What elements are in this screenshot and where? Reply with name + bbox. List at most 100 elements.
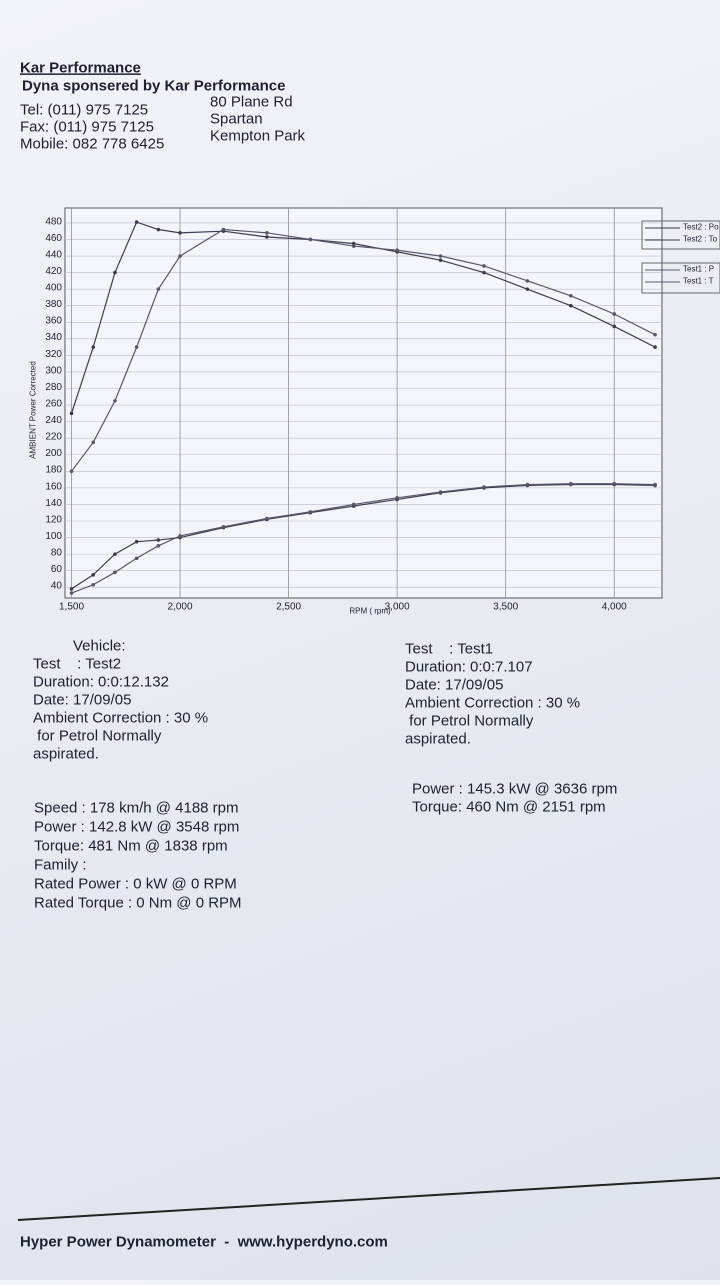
- x-tick-label: 1,500: [59, 601, 84, 612]
- test1-line: Ambient Correction : 30 %: [405, 694, 580, 711]
- y-tick-label: 160: [45, 481, 62, 492]
- y-tick-label: 360: [45, 316, 62, 327]
- vehicle-label: Vehicle:: [73, 637, 126, 654]
- data-point: [308, 510, 313, 514]
- data-point: [525, 287, 530, 291]
- data-point: [482, 485, 486, 489]
- contact-line: Fax: (011) 975 7125: [20, 118, 154, 135]
- data-point: [134, 556, 139, 561]
- data-point: [265, 235, 269, 239]
- test2-result: Power : 142.8 kW @ 3548 rpm: [34, 818, 239, 835]
- data-point: [653, 332, 657, 337]
- data-point: [351, 502, 356, 507]
- data-point: [134, 220, 139, 224]
- data-point: [525, 279, 530, 283]
- data-point: [113, 270, 117, 275]
- test1-line: for Petrol Normally: [405, 712, 534, 729]
- address-line: 80 Plane Rd: [210, 93, 293, 110]
- data-point: [69, 591, 74, 595]
- legend-box: [641, 220, 720, 250]
- y-tick-label: 320: [45, 349, 62, 360]
- x-tick-label: 3,500: [493, 601, 518, 612]
- x-tick-label: 4,000: [602, 601, 627, 612]
- data-point: [569, 303, 573, 308]
- company: Kar Performance: [20, 59, 141, 76]
- contact-line: Tel: (011) 975 7125: [20, 101, 148, 118]
- y-tick-label: 180: [45, 465, 62, 476]
- data-point: [525, 482, 530, 487]
- y-tick-label: 300: [45, 365, 62, 376]
- address-line: Spartan: [210, 110, 263, 127]
- legend-label: Test1 : T: [683, 277, 714, 286]
- data-point: [113, 570, 117, 575]
- test2-line: Ambient Correction : 30 %: [33, 709, 208, 726]
- data-point: [395, 248, 399, 253]
- y-tick-label: 240: [45, 415, 62, 426]
- data-point: [351, 244, 356, 248]
- data-point: [69, 469, 74, 474]
- data-point: [265, 231, 269, 235]
- test2-result: Speed : 178 km/h @ 4188 rpm: [34, 799, 239, 816]
- test2-result: Rated Torque : 0 Nm @ 0 RPM: [34, 894, 242, 911]
- test1-result: Power : 145.3 kW @ 3636 rpm: [412, 780, 617, 797]
- x-tick-label: 2,500: [276, 601, 301, 612]
- test1-result: Torque: 460 Nm @ 2151 rpm: [412, 798, 606, 815]
- data-point: [265, 516, 269, 521]
- test2-line: Test : Test2: [33, 655, 121, 672]
- y-tick-label: 100: [45, 531, 62, 542]
- y-tick-label: 340: [45, 332, 62, 343]
- data-point: [569, 481, 573, 486]
- y-tick-label: 40: [51, 581, 63, 592]
- y-tick-label: 200: [45, 448, 62, 459]
- data-point: [612, 312, 617, 316]
- data-point: [612, 324, 617, 329]
- test2-line: Date: 17/09/05: [33, 691, 131, 708]
- data-point: [438, 490, 443, 494]
- test1-line: Test : Test1: [405, 640, 493, 657]
- data-point: [653, 345, 657, 349]
- y-tick-label: 440: [45, 249, 62, 260]
- data-point: [156, 544, 161, 548]
- data-point: [221, 227, 226, 232]
- legend-label: Test2 : To: [683, 235, 718, 244]
- test2-result: Torque: 481 Nm @ 1838 rpm: [34, 837, 228, 854]
- legend-box: [641, 262, 720, 294]
- legend-label: Test1 : P: [683, 265, 714, 274]
- y-tick-label: 120: [45, 514, 62, 525]
- y-tick-label: 400: [45, 283, 62, 294]
- test2-result: Rated Power : 0 kW @ 0 RPM: [34, 875, 237, 892]
- data-point: [612, 481, 617, 486]
- sponsor: Dyna sponsered by Kar Performance: [22, 77, 285, 94]
- data-point: [91, 345, 96, 349]
- data-point: [308, 237, 313, 242]
- y-tick-label: 380: [45, 299, 62, 310]
- data-point: [482, 264, 486, 268]
- test2-result: Family :: [34, 856, 87, 873]
- test1-line: aspirated.: [405, 730, 471, 747]
- footer-rule: [17, 1177, 720, 1221]
- y-tick-label: 80: [51, 548, 63, 559]
- data-point: [134, 539, 139, 544]
- data-point: [178, 254, 182, 258]
- data-point: [69, 587, 74, 591]
- y-tick-label: 480: [45, 216, 62, 227]
- data-point: [221, 524, 226, 529]
- test2-line: for Petrol Normally: [33, 727, 162, 744]
- footer: Hyper Power Dynamometer - www.hyperdyno.…: [20, 1233, 388, 1250]
- y-axis-label: AMBIENT Power Corrected: [29, 361, 38, 459]
- data-point: [91, 582, 96, 587]
- x-tick-label: 3,000: [385, 601, 410, 612]
- data-point: [653, 482, 657, 487]
- x-axis-label: RPM ( rpm): [349, 607, 391, 616]
- data-point: [91, 440, 96, 445]
- test2-line: Duration: 0:0:12.132: [33, 673, 169, 690]
- data-point: [113, 552, 117, 556]
- test2-line: aspirated.: [33, 745, 99, 762]
- test1-line: Date: 17/09/05: [405, 676, 503, 693]
- y-tick-label: 460: [45, 233, 62, 244]
- data-point: [351, 241, 356, 246]
- contact-line: Mobile: 082 778 6425: [20, 135, 164, 152]
- data-point: [395, 496, 399, 500]
- data-point: [438, 258, 443, 262]
